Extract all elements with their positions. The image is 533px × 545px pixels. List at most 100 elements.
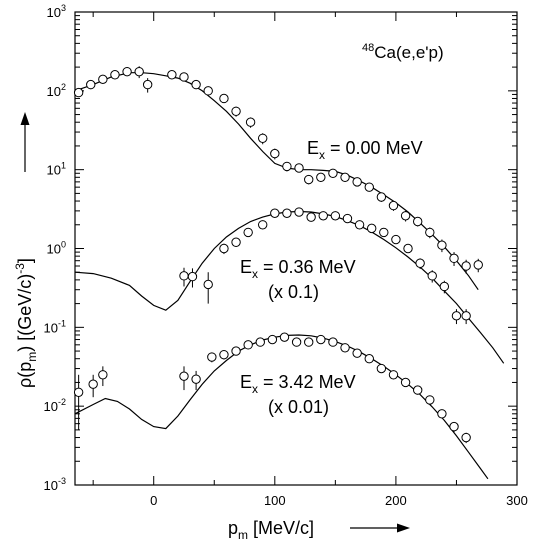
data-point-0 [167,70,177,80]
data-point-0 [179,72,189,82]
data-point-2 [179,371,189,381]
data-point-1 [451,311,462,321]
data-point-2 [376,363,387,374]
data-point-1 [282,208,292,218]
data-point-2 [328,337,338,347]
data-point-1 [179,271,189,281]
data-point-2 [364,354,374,364]
x-axis-label-unit: [MeV/c] [248,518,314,538]
data-point-0 [86,79,96,90]
annotation-ex-2-rest: = 3.42 MeV [258,372,356,392]
y-tick-label: 100 [47,240,66,257]
data-point-0 [73,87,84,98]
data-point-0 [134,66,144,77]
data-point-1 [354,220,365,230]
data-point-2 [88,379,98,389]
data-point-0 [203,86,213,96]
reaction-label-superscript: 48 [362,42,374,54]
data-point-1 [231,237,241,247]
data-point-1 [330,211,341,221]
y-axis-label-main: ρ(p [15,362,35,388]
data-point-0 [461,261,471,271]
data-point-2 [425,395,435,405]
data-point-0 [376,192,387,202]
data-point-1 [427,271,437,281]
data-point-0 [245,117,256,127]
annotation-ex-2-sub: x [252,382,258,396]
data-point-0 [413,216,423,227]
data-point-0 [437,240,447,250]
data-point-2 [231,346,241,356]
annotation-ex-0-main: E [307,138,319,158]
data-point-0 [142,79,153,90]
reaction-label-text: Ca(e,e'p) [374,43,443,62]
data-point-0 [257,133,268,143]
data-point-0 [122,66,132,77]
data-point-2 [340,343,350,353]
data-point-0 [98,74,108,85]
data-point-0 [449,253,459,264]
data-point-1 [379,227,389,238]
x-tick-label: 100 [264,493,286,508]
y-axis-label: ρ(pm) [(GeV/c)-3] [13,258,39,388]
data-point-1 [219,243,229,254]
data-point-2 [73,387,84,397]
data-point-2 [279,332,290,342]
data-point-1 [461,311,471,321]
reaction-label: 48Ca(e,e'p) [362,42,444,62]
data-point-1 [270,208,280,218]
data-point-0 [110,70,120,80]
data-point-1 [294,207,304,217]
y-tick-label: 101 [47,161,66,178]
x-axis-label-main: p [228,518,238,538]
data-point-1 [391,234,401,245]
data-point-0 [316,172,326,183]
annotation-ex-1-sub: x [252,267,258,281]
data-point-0 [304,174,314,185]
annotation-ex-2: Ex = 3.42 MeV [240,372,356,396]
annotation-ex-1-main: E [240,257,252,277]
x-tick-label: 300 [506,493,528,508]
x-axis-label-sub: m [238,528,248,542]
data-point-1 [415,258,425,268]
data-point-1 [306,212,316,222]
annotation-scale-2: (x 0.01) [268,397,329,417]
data-point-1 [318,211,328,221]
data-point-0 [294,163,304,173]
y-tick-label: 102 [47,82,66,99]
annotation-ex-1: Ex = 0.36 MeV [240,257,356,281]
data-point-2 [413,385,423,395]
data-point-2 [98,370,108,380]
data-point-1 [203,279,213,290]
points-layer [73,66,483,444]
data-point-1 [366,223,377,234]
data-point-2 [191,374,201,384]
data-point-2 [291,337,302,347]
data-point-0 [231,106,241,117]
annotation-ex-2-main: E [240,372,252,392]
annotation-ex-0-rest: = 0.00 MeV [325,138,423,158]
y-axis-label-rest: ) [(GeV/c) [15,274,35,352]
data-point-2 [400,377,411,388]
data-point-2 [243,340,253,350]
data-point-2 [255,337,265,347]
data-point-0 [388,200,399,211]
data-point-0 [219,93,229,104]
data-point-1 [187,271,198,282]
data-point-1 [403,243,413,254]
x-axis-label: pm [MeV/c] [228,518,314,542]
data-point-0 [352,177,362,187]
data-point-2 [449,421,459,432]
data-point-0 [340,172,350,183]
x-tick-label: 0 [150,493,157,508]
y-axis-label-end: ] [15,258,35,263]
y-axis-label-sup: -3 [13,263,27,274]
data-point-0 [425,227,435,238]
data-point-1 [243,227,253,238]
y-tick-label: 10-3 [44,476,66,493]
data-point-2 [316,334,326,345]
data-point-0 [364,182,374,192]
y-tick-label: 103 [47,3,66,20]
annotation-ex-0-sub: x [319,148,325,162]
